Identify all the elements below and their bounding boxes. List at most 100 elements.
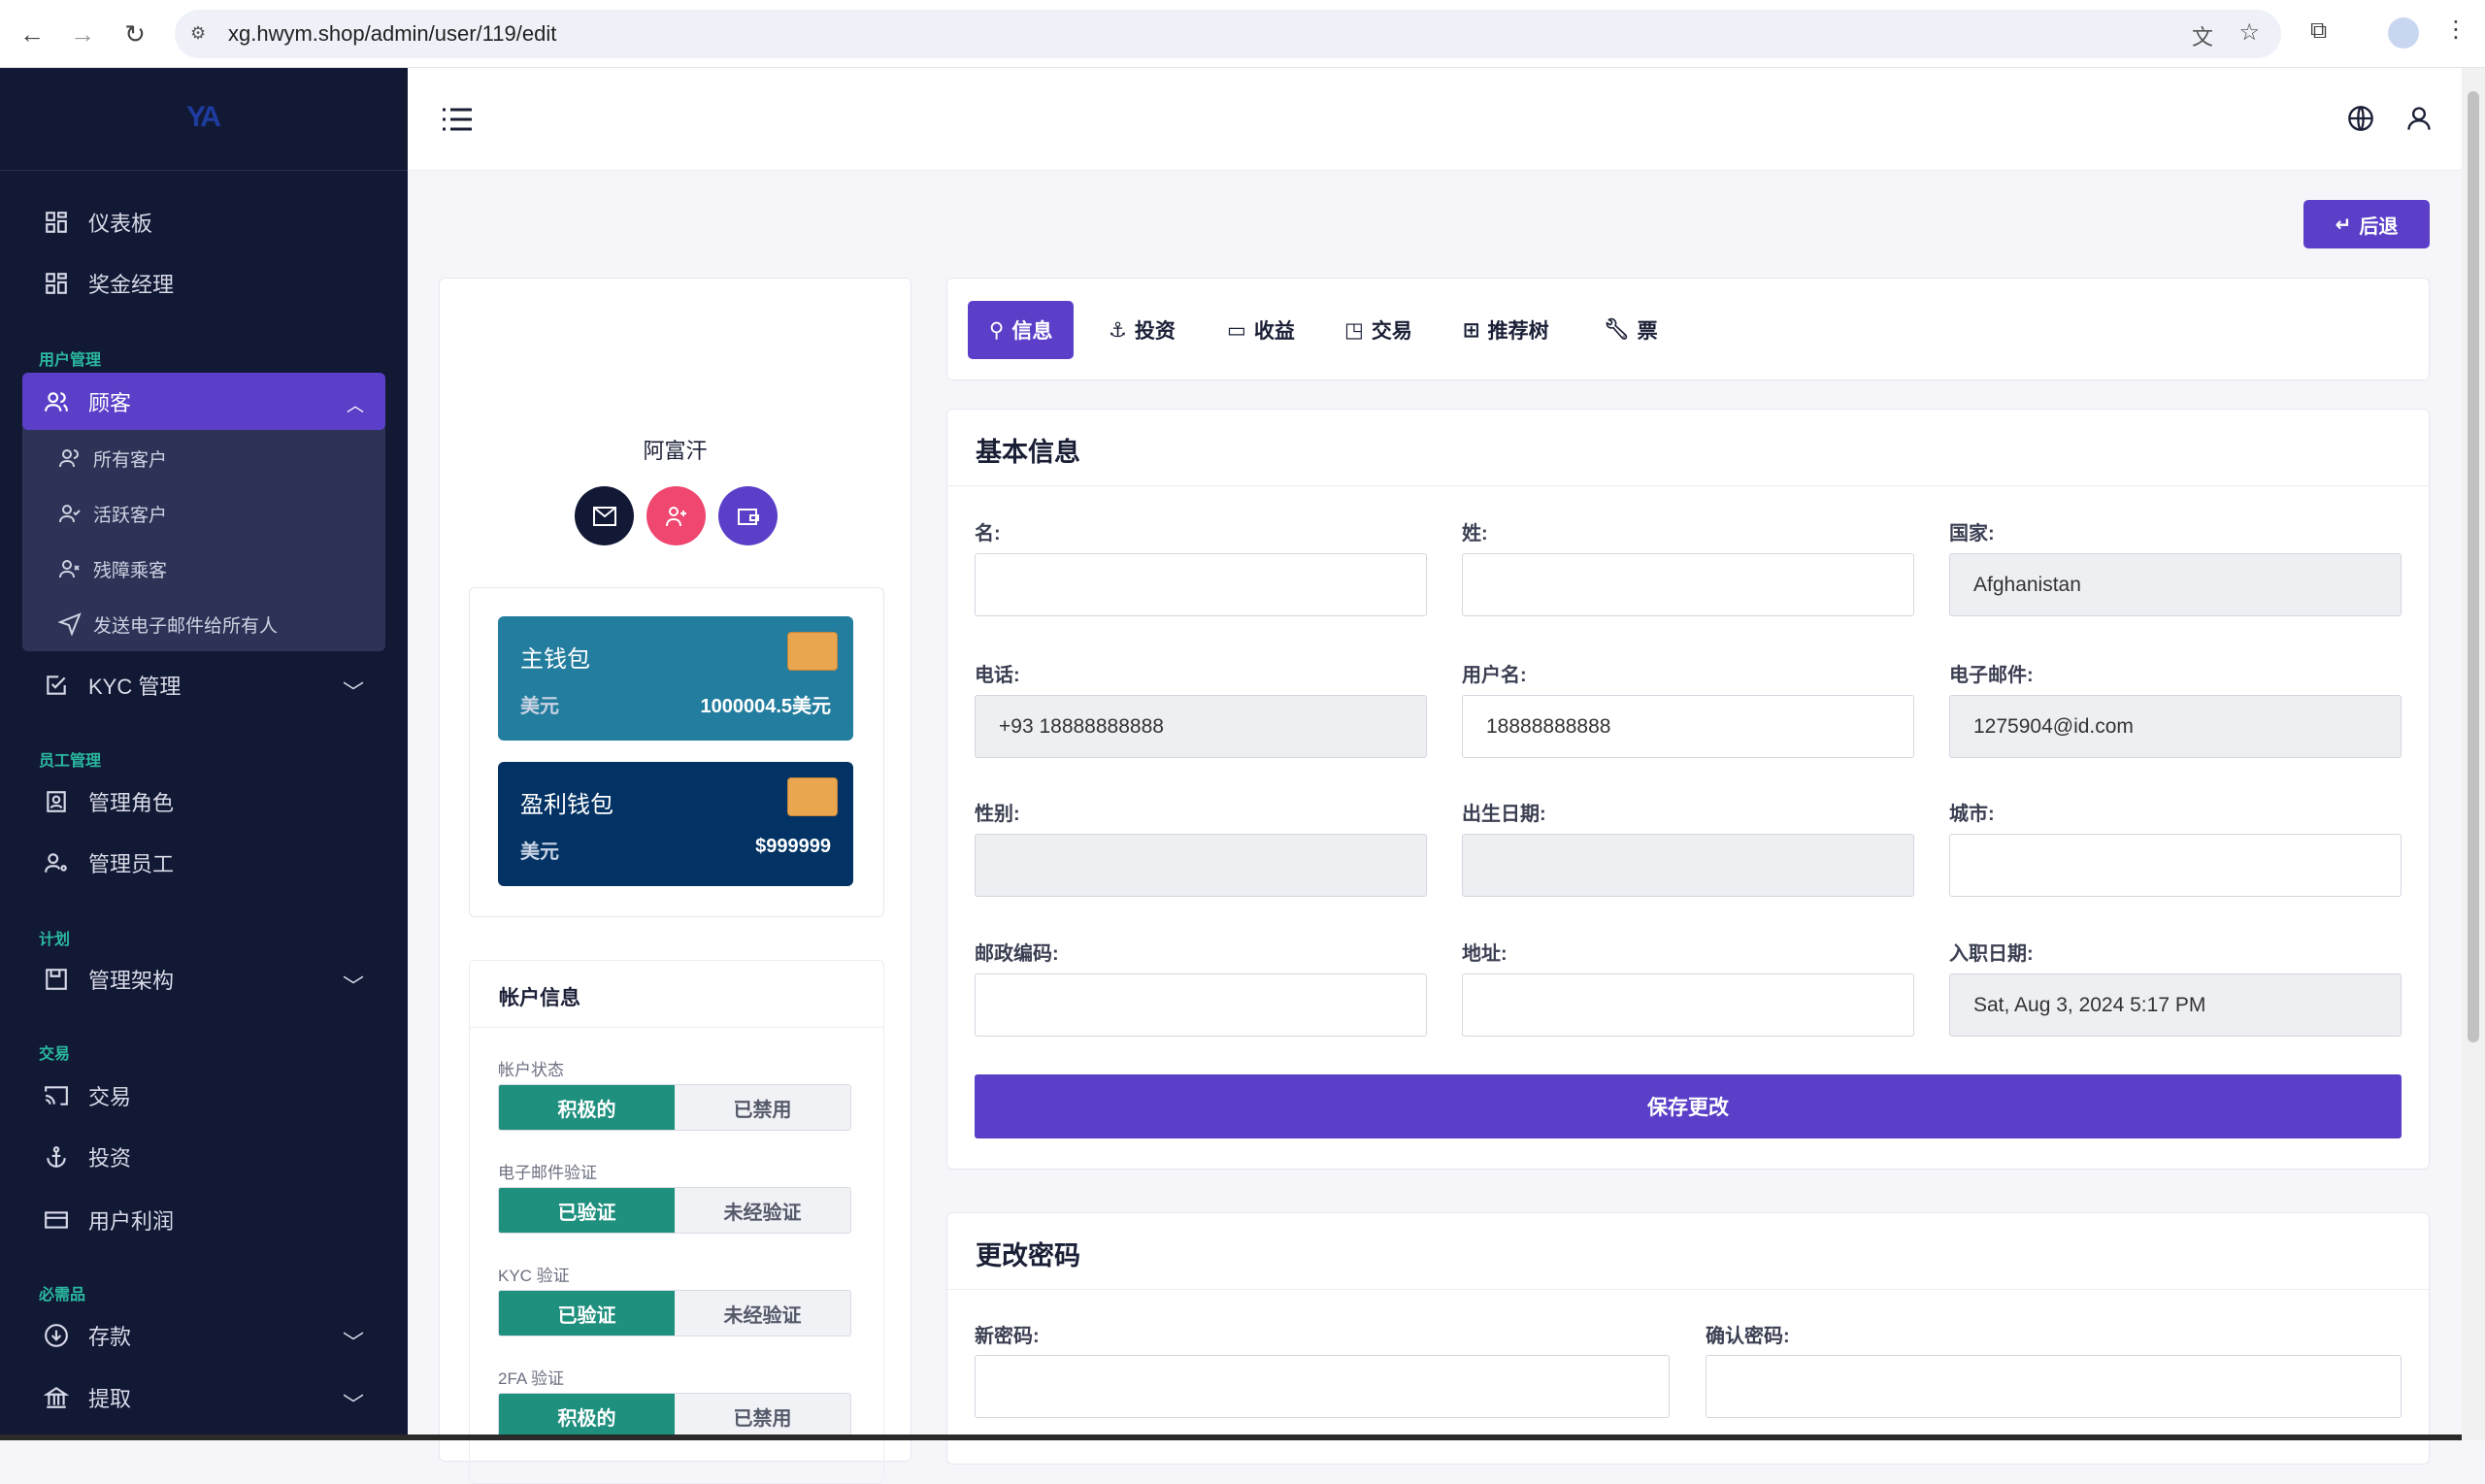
- reload-icon[interactable]: ↻: [124, 19, 146, 49]
- sidebar-item-label: 管理角色: [88, 790, 175, 815]
- field-input[interactable]: +93 18888888888: [975, 695, 1427, 758]
- sidebar-item-customers[interactable]: 顾客 ︿: [22, 373, 385, 430]
- browser-toolbar: ← → ↻ ⚙ xg.hwym.shop/admin/user/119/edit…: [0, 0, 2485, 68]
- sidebar-subitem-all-customers[interactable]: 所有客户: [58, 439, 167, 478]
- field-input[interactable]: [1462, 553, 1914, 616]
- divider: [470, 1027, 883, 1028]
- sidebar-item-user-profit[interactable]: 用户利润: [22, 1191, 385, 1248]
- field-input[interactable]: [975, 834, 1427, 897]
- browser-menu-icon[interactable]: ⋮: [2444, 16, 2468, 43]
- field-input[interactable]: Afghanistan: [1949, 553, 2402, 616]
- 2fa-disabled-option[interactable]: 已禁用: [675, 1394, 850, 1438]
- forward-arrow-icon[interactable]: →: [70, 19, 95, 49]
- wallet-currency: 美元: [520, 696, 559, 717]
- tab-label: 收益: [1253, 320, 1295, 343]
- sidebar-item-bonus-manager[interactable]: 奖金经理: [22, 254, 385, 312]
- anchor-icon: ⚓: [1109, 318, 1127, 342]
- change-password-title: 更改密码: [976, 1241, 1080, 1270]
- tab-tickets[interactable]: 🔧︎ 票: [1582, 301, 1679, 359]
- logo[interactable]: YA: [186, 101, 221, 133]
- wallet-title: 主钱包: [520, 646, 590, 673]
- card-icon: ▭: [1227, 318, 1246, 342]
- 2fa-label: 2FA 验证: [498, 1369, 565, 1388]
- add-user-button[interactable]: [646, 486, 706, 545]
- 2fa-active-option[interactable]: 积极的: [499, 1394, 675, 1438]
- field-input[interactable]: Sat, Aug 3, 2024 5:17 PM: [1949, 973, 2402, 1037]
- field-input[interactable]: [1462, 973, 1914, 1037]
- sidebar-subitem-active-customers[interactable]: 活跃客户: [58, 494, 167, 533]
- site-settings-icon[interactable]: ⚙: [190, 23, 207, 43]
- extensions-icon[interactable]: ⧉: [2310, 17, 2328, 44]
- main-wallet-card: 主钱包 美元 1000004.5美元: [498, 616, 853, 741]
- sidebar-item-label: 管理员工: [88, 851, 175, 876]
- page-scrollbar[interactable]: [2462, 68, 2485, 1440]
- status-disabled-option[interactable]: 已禁用: [675, 1085, 850, 1130]
- sidebar-item-structure[interactable]: 管理架构 ﹀: [22, 950, 385, 1007]
- email-verified-option[interactable]: 已验证: [499, 1188, 675, 1233]
- field-label: 邮政编码:: [975, 943, 1059, 965]
- wallet-balance: 1000004.5美元: [700, 696, 831, 717]
- field-input[interactable]: [975, 553, 1427, 616]
- bottom-edge: [0, 1435, 2462, 1440]
- sidebar-item-label: KYC 管理: [88, 674, 182, 699]
- bookmark-star-icon[interactable]: ☆: [2238, 19, 2260, 46]
- wallet-balance: $999999: [755, 836, 831, 857]
- kyc-unverified-option[interactable]: 未经验证: [675, 1291, 850, 1336]
- email-verify-label: 电子邮件验证: [498, 1164, 597, 1182]
- sidebar-subitem-disabled-customers[interactable]: 残障乘客: [58, 549, 167, 588]
- back-arrow-icon[interactable]: ←: [19, 19, 45, 49]
- bank-icon: [44, 1386, 69, 1408]
- users-icon: [45, 391, 68, 412]
- sidebar-item-dashboard[interactable]: 仪表板: [22, 193, 385, 250]
- profile-avatar[interactable]: [2388, 17, 2419, 49]
- field-input[interactable]: 18888888888: [1462, 695, 1914, 758]
- tab-earnings[interactable]: ▭ 收益: [1206, 301, 1316, 359]
- field-label: 电子邮件:: [1949, 665, 2034, 686]
- sidebar-subitem-email-all[interactable]: 发送电子邮件给所有人: [58, 605, 278, 643]
- sidebar-item-invest[interactable]: 投资: [22, 1128, 385, 1185]
- sidebar-item-roles[interactable]: 管理角色: [22, 773, 385, 830]
- field-input[interactable]: [1462, 834, 1914, 897]
- grid-icon: [46, 211, 67, 233]
- url-text[interactable]: xg.hwym.shop/admin/user/119/edit: [228, 21, 557, 46]
- field-label: 电话:: [975, 665, 1020, 686]
- tab-transactions[interactable]: ◳ 交易: [1323, 301, 1434, 359]
- back-button[interactable]: ↵ 后退: [2303, 200, 2430, 248]
- globe-icon[interactable]: [2347, 105, 2374, 132]
- user-icon[interactable]: [2405, 105, 2433, 132]
- user-x-icon: [59, 560, 80, 578]
- id-badge-icon: [47, 790, 66, 812]
- users-icon: [59, 449, 79, 468]
- tab-label: 票: [1637, 320, 1658, 343]
- section-plan: 计划: [39, 932, 71, 948]
- hierarchy-icon: ⊞: [1463, 318, 1480, 342]
- sidebar-subitem-label: 发送电子邮件给所有人: [93, 615, 279, 637]
- field-label: 入职日期:: [1949, 943, 2034, 965]
- sidebar-item-label: 交易: [88, 1084, 132, 1109]
- sidebar-item-kyc[interactable]: KYC 管理 ﹀: [22, 656, 385, 713]
- sidebar-item-trade[interactable]: 交易: [22, 1067, 385, 1124]
- tab-referral-tree[interactable]: ⊞ 推荐树: [1441, 301, 1571, 359]
- scrollbar-thumb[interactable]: [2468, 91, 2479, 1042]
- sidebar-item-staff[interactable]: 管理员工: [22, 834, 385, 891]
- field-input[interactable]: [1949, 834, 2402, 897]
- confirm-password-input[interactable]: [1706, 1355, 2402, 1418]
- save-changes-button[interactable]: 保存更改: [975, 1074, 2402, 1138]
- new-password-input[interactable]: [975, 1355, 1670, 1418]
- tab-investments[interactable]: ⚓ 投资: [1087, 301, 1197, 359]
- field-input[interactable]: 1275904@id.com: [1949, 695, 2402, 758]
- address-bar[interactable]: ⚙ xg.hwym.shop/admin/user/119/edit 文 ☆: [175, 10, 2281, 58]
- field-input[interactable]: [975, 973, 1427, 1037]
- user-check-icon: [59, 505, 81, 523]
- translate-icon[interactable]: 文: [2191, 25, 2213, 49]
- kyc-verified-option[interactable]: 已验证: [499, 1291, 675, 1336]
- tab-info[interactable]: ⚲ 信息: [968, 301, 1075, 359]
- sidebar-item-deposit[interactable]: 存款 ﹀: [22, 1306, 385, 1364]
- section-user-management: 用户管理: [39, 352, 102, 369]
- wallet-button[interactable]: [718, 486, 778, 545]
- send-email-button[interactable]: [575, 486, 634, 545]
- sidebar-item-withdraw[interactable]: 提取 ﹀: [22, 1369, 385, 1426]
- status-active-option[interactable]: 积极的: [499, 1085, 675, 1130]
- menu-toggle-icon[interactable]: [443, 107, 472, 132]
- email-unverified-option[interactable]: 未经验证: [675, 1188, 850, 1233]
